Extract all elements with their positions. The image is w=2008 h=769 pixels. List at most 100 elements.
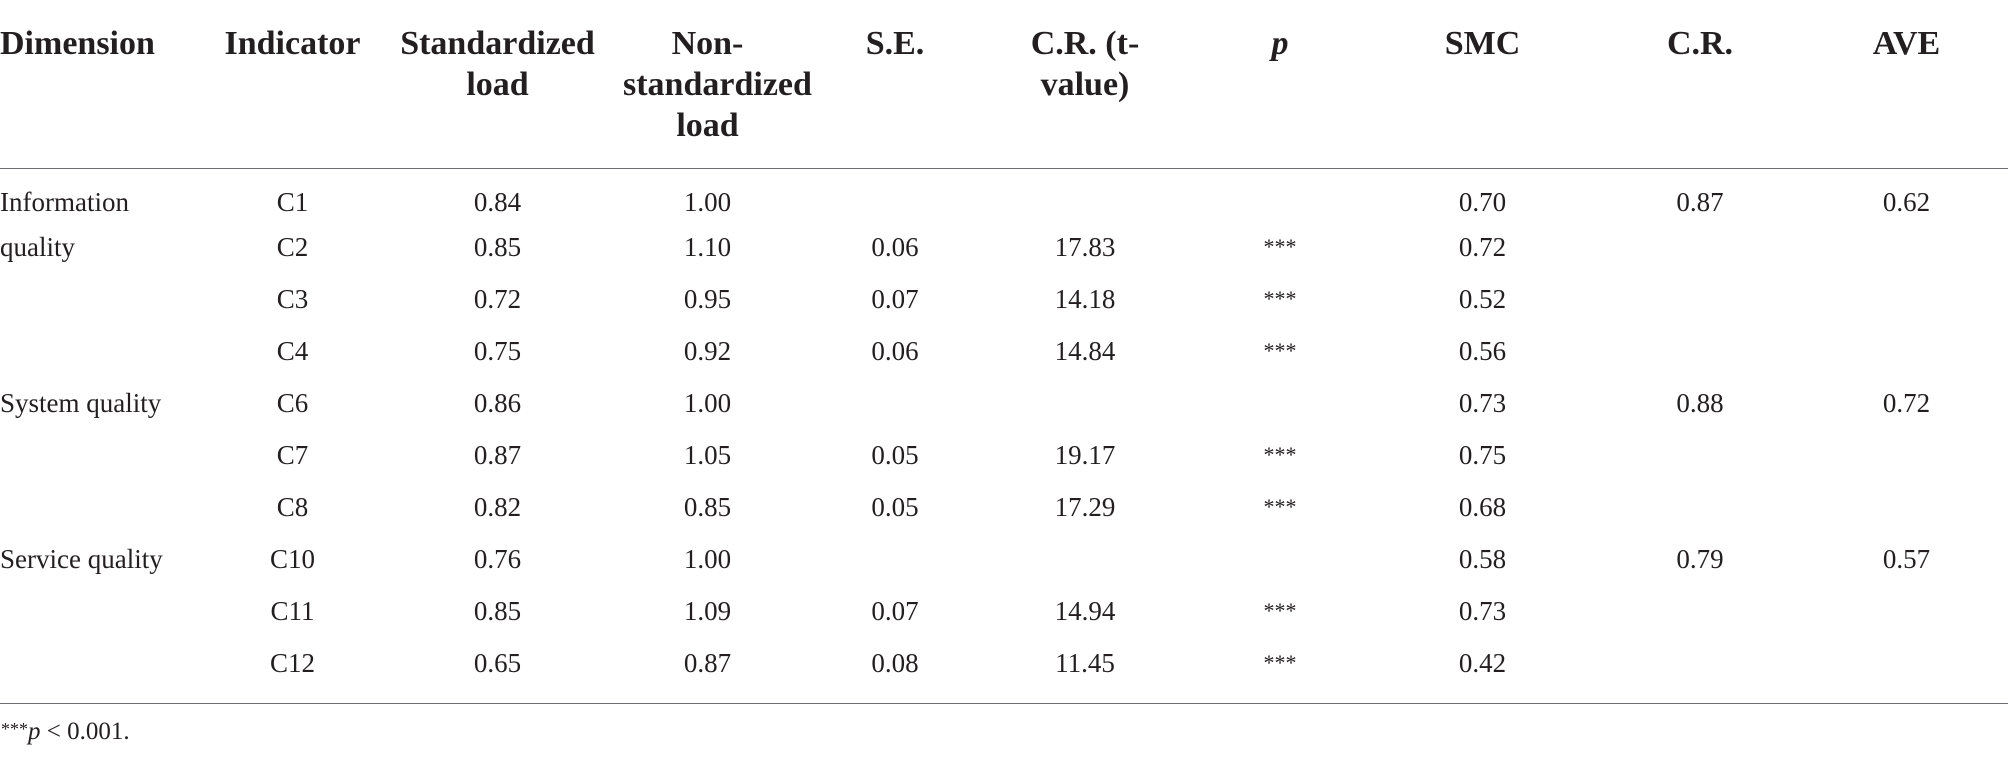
cell-p: *** [1263, 338, 1297, 363]
cell-nonstd-load: 0.85 [683, 491, 732, 522]
cell-smc: 0.70 [1458, 186, 1507, 217]
cell-nonstd-load: 1.00 [683, 543, 732, 574]
table-row: C4 0.75 0.92 0.06 14.84 *** 0.56 [0, 325, 2008, 377]
cell-indicator: C7 [276, 439, 309, 470]
cell-smc: 0.58 [1458, 543, 1507, 574]
cell-smc: 0.73 [1458, 595, 1507, 626]
cell-indicator: C12 [269, 647, 315, 678]
cell-std-load: 0.76 [473, 543, 522, 574]
cell-nonstd-load: 1.00 [683, 387, 732, 418]
cell-cr: 0.87 [1676, 186, 1724, 217]
table-row: C11 0.85 1.09 0.07 14.94 *** 0.73 [0, 585, 2008, 637]
cell-cr-t [980, 169, 1190, 222]
cell-dimension [0, 637, 195, 704]
cell-dimension [0, 481, 195, 533]
cell-indicator: C8 [276, 491, 309, 522]
cell-se: 0.05 [871, 439, 919, 470]
header-non-standardized-load: Non-standardized load [605, 0, 812, 169]
cell-ave: 0.62 [1882, 186, 1931, 217]
header-smc: SMC [1370, 0, 1595, 169]
cell-indicator: C4 [276, 335, 309, 366]
table-row: C7 0.87 1.05 0.05 19.17 *** 0.75 [0, 429, 2008, 481]
header-se: S.E. [810, 0, 980, 169]
cell-smc: 0.56 [1458, 335, 1507, 366]
cell-cr [1595, 637, 1805, 704]
cell-std-load: 0.65 [473, 647, 522, 678]
footnote: ***p < 0.001. [0, 703, 2008, 747]
footnote-row: ***p < 0.001. [0, 703, 2008, 747]
cell-std-load: 0.87 [473, 439, 522, 470]
cell-se: 0.07 [871, 283, 919, 314]
cell-ave [1805, 221, 2008, 273]
cell-indicator: C3 [276, 283, 309, 314]
cell-p: *** [1263, 494, 1297, 519]
cell-cr-t: 19.17 [1054, 439, 1116, 470]
cell-p: *** [1263, 234, 1297, 259]
cell-se: 0.08 [871, 647, 919, 678]
cell-dimension: Service quality [0, 543, 163, 574]
cell-indicator: C1 [276, 186, 309, 217]
cell-smc: 0.75 [1458, 439, 1507, 470]
cell-ave [1805, 429, 2008, 481]
cell-cr-t: 14.94 [1054, 595, 1116, 626]
cell-cr-t [980, 533, 1190, 585]
cell-cr-t: 14.84 [1054, 335, 1116, 366]
cell-p [1190, 377, 1370, 429]
cell-std-load: 0.84 [473, 186, 522, 217]
cell-cr: 0.79 [1676, 543, 1724, 574]
cell-std-load: 0.75 [473, 335, 522, 366]
cell-ave [1805, 637, 2008, 704]
cell-p: *** [1263, 442, 1297, 467]
cell-std-load: 0.72 [473, 283, 522, 314]
cell-dimension [0, 429, 195, 481]
cell-cr [1595, 273, 1805, 325]
cell-smc: 0.42 [1458, 647, 1507, 678]
cell-cr [1595, 325, 1805, 377]
cell-indicator: C10 [269, 543, 315, 574]
header-cr: C.R. [1595, 0, 1805, 169]
header-p: p [1190, 0, 1370, 169]
cell-ave [1805, 481, 2008, 533]
cell-p: *** [1263, 286, 1297, 311]
header-standardized-load: Standardized load [390, 0, 605, 169]
cell-nonstd-load: 0.87 [683, 647, 732, 678]
cell-se [810, 169, 980, 222]
cell-se [810, 377, 980, 429]
cell-std-load: 0.86 [473, 387, 522, 418]
cell-nonstd-load: 0.95 [683, 283, 732, 314]
table-row: quality C2 0.85 1.10 0.06 17.83 *** 0.72 [0, 221, 2008, 273]
cell-smc: 0.68 [1458, 491, 1507, 522]
cell-p [1190, 169, 1370, 222]
header-dimension: Dimension [0, 0, 195, 169]
cell-indicator: C6 [276, 387, 309, 418]
table-row: C3 0.72 0.95 0.07 14.18 *** 0.52 [0, 273, 2008, 325]
cell-smc: 0.72 [1458, 231, 1507, 262]
cell-cr: 0.88 [1676, 387, 1724, 418]
cell-ave [1805, 325, 2008, 377]
cell-smc: 0.52 [1458, 283, 1507, 314]
cell-std-load: 0.85 [473, 231, 522, 262]
cell-se: 0.05 [871, 491, 919, 522]
cell-indicator: C11 [270, 595, 315, 626]
cell-cr-t: 14.18 [1054, 283, 1116, 314]
table-row: C8 0.82 0.85 0.05 17.29 *** 0.68 [0, 481, 2008, 533]
cell-cr-t [980, 377, 1190, 429]
table-row: Service quality C10 0.76 1.00 0.58 0.79 0.57 [0, 533, 2008, 585]
header-row: Dimension Indicator Standardized load No… [0, 0, 2008, 169]
cell-ave: 0.72 [1882, 387, 1931, 418]
table-body: Information C1 0.84 1.00 0.70 0.87 0.62 quality… [0, 169, 2008, 704]
cell-se: 0.06 [871, 335, 919, 366]
cell-se [810, 533, 980, 585]
cell-nonstd-load: 1.00 [683, 186, 732, 217]
cell-dimension [0, 273, 195, 325]
footnote-stars: *** [1, 719, 28, 739]
table-row: Information C1 0.84 1.00 0.70 0.87 0.62 [0, 169, 2008, 222]
cell-nonstd-load: 1.09 [683, 595, 732, 626]
cell-cr [1595, 585, 1805, 637]
cell-std-load: 0.82 [473, 491, 522, 522]
cell-ave [1805, 273, 2008, 325]
cell-dimension [0, 325, 195, 377]
header-ave: AVE [1805, 0, 2008, 169]
cell-se: 0.07 [871, 595, 919, 626]
